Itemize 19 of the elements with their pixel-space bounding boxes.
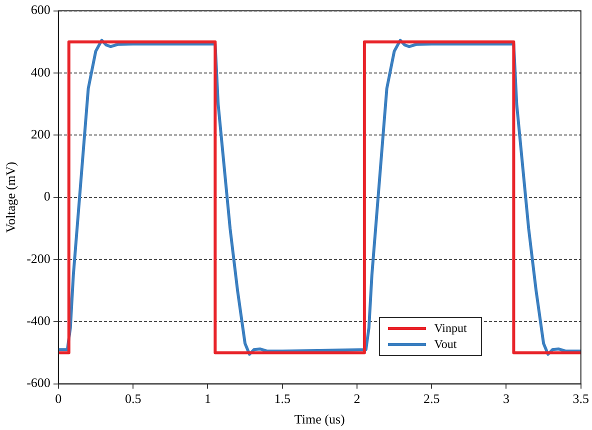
x-tick-label: 1.5	[274, 391, 290, 406]
y-tick-label: 0	[44, 188, 50, 204]
x-tick-label: 2	[354, 391, 360, 406]
x-tick-label: 3.5	[572, 391, 589, 406]
y-tick-label: -400	[26, 313, 50, 328]
y-tick-label: 400	[30, 64, 50, 80]
x-tick-label: 2.5	[423, 391, 440, 406]
legend-label: Vout	[434, 336, 457, 352]
x-tick-label: 1	[204, 391, 211, 406]
legend-label: Vinput	[434, 320, 467, 336]
x-tick-label: 0	[55, 391, 62, 406]
y-tick-label: 200	[30, 126, 50, 142]
x-tick-label: 3	[502, 391, 510, 406]
y-tick-label: 600	[30, 2, 50, 18]
x-axis-title: Time (us)	[294, 412, 345, 427]
y-tick-label: -200	[26, 250, 50, 266]
y-tick-label: -600	[26, 375, 50, 390]
y-axis-title: Voltage (mV)	[3, 162, 18, 233]
x-tick-label: 0.5	[124, 391, 142, 406]
